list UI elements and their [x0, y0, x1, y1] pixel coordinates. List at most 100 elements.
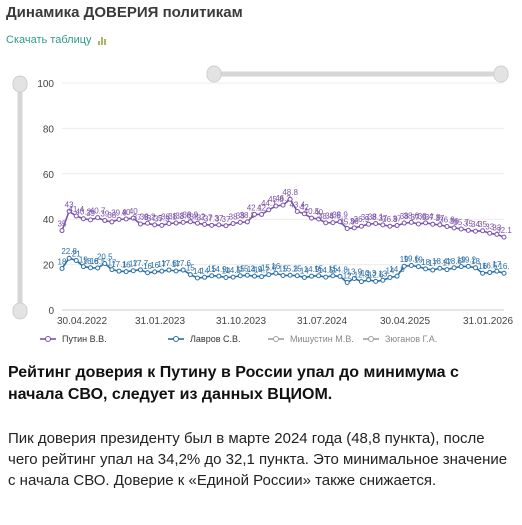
- data-label: 38.4: [418, 212, 434, 221]
- data-point: [59, 228, 65, 234]
- data-point: [465, 227, 471, 233]
- data-point: [337, 273, 343, 279]
- data-point: [437, 265, 443, 271]
- data-label: 16: [122, 261, 131, 270]
- data-label: 14.7: [254, 266, 270, 275]
- data-label: 14: [193, 267, 202, 276]
- data-label: 35: [58, 220, 67, 229]
- data-label: 41.4: [68, 205, 84, 214]
- data-point: [423, 220, 429, 226]
- legend-item-label[interactable]: Зюганов Г.А.: [385, 334, 437, 344]
- legend-item-label[interactable]: Лавров С.В.: [190, 334, 241, 344]
- data-label: 20.5: [97, 252, 113, 261]
- data-label: 17: [172, 260, 181, 269]
- data-point: [145, 220, 151, 226]
- data-label: 13.9: [347, 267, 363, 276]
- data-point: [187, 219, 193, 225]
- legend-item-label[interactable]: Путин В.В.: [62, 334, 107, 344]
- data-point: [145, 270, 151, 276]
- data-label: 16.: [498, 262, 509, 271]
- data-label: 14.5: [225, 266, 241, 275]
- data-point: [451, 225, 457, 231]
- data-label: 44.1: [261, 199, 277, 208]
- data-point: [88, 265, 94, 271]
- data-label: 13: [378, 269, 387, 278]
- data-label: 39: [100, 210, 109, 219]
- data-label: 33: [492, 223, 501, 232]
- data-point: [173, 220, 179, 226]
- x-tick-label: 31.01.2026: [463, 316, 513, 327]
- data-label: 43: [65, 200, 74, 209]
- y-tick-label: 20: [43, 261, 55, 272]
- data-label: 37: [393, 215, 402, 224]
- data-label: 15: [279, 264, 288, 273]
- data-point: [394, 273, 400, 279]
- data-point: [480, 270, 486, 276]
- data-label: 38.5: [325, 212, 341, 221]
- data-label: 40.7: [90, 207, 106, 216]
- data-point: [472, 265, 478, 271]
- data-label: 38.6: [175, 211, 191, 220]
- data-point: [244, 219, 250, 225]
- range-handle-right[interactable]: [493, 65, 509, 83]
- data-point: [194, 220, 200, 226]
- download-table-label[interactable]: Скачать таблицу: [6, 34, 92, 46]
- bar-chart-icon[interactable]: [97, 35, 108, 45]
- data-label: 15.3: [282, 264, 298, 273]
- data-label: 38.1: [368, 213, 384, 222]
- data-point: [472, 228, 478, 234]
- data-label: 14: [200, 266, 209, 275]
- range-handle-top[interactable]: [12, 75, 28, 93]
- data-label: 15.3: [240, 264, 256, 273]
- data-point: [294, 208, 300, 214]
- data-label: 15: [186, 264, 195, 273]
- data-point: [415, 221, 421, 227]
- legend-marker[interactable]: [273, 336, 279, 342]
- x-tick-label: 30.04.2022: [57, 316, 107, 327]
- legend-item-label[interactable]: Мишустин М.В.: [290, 334, 354, 344]
- legend-marker[interactable]: [368, 336, 374, 342]
- data-label: 17.7: [133, 259, 149, 268]
- data-point: [216, 222, 222, 228]
- data-point: [458, 226, 464, 232]
- data-point: [102, 218, 108, 224]
- data-label: 34: [471, 220, 480, 229]
- data-point: [216, 273, 222, 279]
- data-point: [373, 278, 379, 284]
- data-point: [180, 219, 186, 225]
- data-label: 38.3: [168, 212, 184, 221]
- range-handle-left[interactable]: [206, 65, 222, 83]
- data-point: [451, 265, 457, 271]
- data-label: 16: [150, 261, 159, 270]
- data-point: [394, 223, 400, 229]
- y-tick-label: 40: [43, 215, 55, 226]
- data-point: [116, 216, 122, 222]
- data-point: [323, 274, 329, 280]
- data-point: [109, 219, 115, 225]
- data-point: [287, 272, 293, 278]
- chart-title: Динамика ДОВЕРИЯ политикам: [6, 4, 243, 21]
- range-handle-bottom[interactable]: [12, 302, 28, 320]
- data-label: 16: [271, 262, 280, 271]
- data-label: 16: [143, 262, 152, 271]
- data-label: 40: [122, 208, 131, 217]
- data-point: [387, 223, 393, 229]
- data-label: 17.1: [111, 260, 127, 269]
- data-point: [244, 272, 250, 278]
- data-label: 35.7: [453, 218, 469, 227]
- data-point: [73, 213, 79, 219]
- data-point: [487, 270, 493, 276]
- data-label: 37: [378, 214, 387, 223]
- data-point: [166, 267, 172, 273]
- data-point: [501, 234, 507, 240]
- data-label: 38: [107, 211, 116, 220]
- data-point: [430, 267, 436, 273]
- data-label: 22.8: [61, 247, 77, 256]
- data-point: [187, 272, 193, 278]
- post-headline: Рейтинг доверия к Путину в России упал д…: [8, 364, 459, 403]
- data-label: 15: [236, 265, 245, 274]
- download-table-link[interactable]: Скачать таблицу: [6, 34, 108, 46]
- legend-marker[interactable]: [45, 336, 51, 342]
- data-point: [130, 215, 136, 221]
- legend-marker[interactable]: [173, 336, 179, 342]
